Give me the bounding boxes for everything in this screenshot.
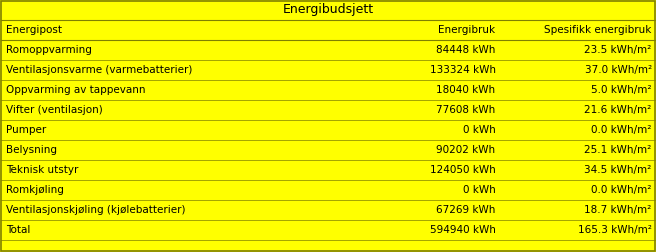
Text: 5.0 kWh/m²: 5.0 kWh/m² bbox=[591, 85, 651, 95]
Text: 25.1 kWh/m²: 25.1 kWh/m² bbox=[584, 145, 651, 155]
Text: Ventilasjonsvarme (varmebatterier): Ventilasjonsvarme (varmebatterier) bbox=[6, 65, 192, 75]
Text: 133324 kWh: 133324 kWh bbox=[430, 65, 495, 75]
Text: 0 kWh: 0 kWh bbox=[463, 185, 495, 195]
Text: 124050 kWh: 124050 kWh bbox=[430, 165, 495, 175]
Text: Ventilasjonskjøling (kjølebatterier): Ventilasjonskjøling (kjølebatterier) bbox=[6, 205, 185, 215]
Text: Spesifikk energibruk: Spesifikk energibruk bbox=[544, 25, 651, 35]
Text: 165.3 kWh/m²: 165.3 kWh/m² bbox=[578, 225, 651, 235]
Text: 594940 kWh: 594940 kWh bbox=[430, 225, 495, 235]
Text: Belysning: Belysning bbox=[6, 145, 56, 155]
Text: Total: Total bbox=[6, 225, 30, 235]
Text: Romkjøling: Romkjøling bbox=[6, 185, 64, 195]
Text: 67269 kWh: 67269 kWh bbox=[436, 205, 495, 215]
Text: Energibudsjett: Energibudsjett bbox=[283, 4, 373, 16]
Text: Vifter (ventilasjon): Vifter (ventilasjon) bbox=[6, 105, 102, 115]
Text: 37.0 kWh/m²: 37.0 kWh/m² bbox=[584, 65, 651, 75]
Text: 0.0 kWh/m²: 0.0 kWh/m² bbox=[591, 185, 651, 195]
Text: Oppvarming av tappevann: Oppvarming av tappevann bbox=[6, 85, 145, 95]
Text: 34.5 kWh/m²: 34.5 kWh/m² bbox=[584, 165, 651, 175]
Text: 21.6 kWh/m²: 21.6 kWh/m² bbox=[584, 105, 651, 115]
Text: 23.5 kWh/m²: 23.5 kWh/m² bbox=[584, 45, 651, 55]
Text: 77608 kWh: 77608 kWh bbox=[436, 105, 495, 115]
Text: 18040 kWh: 18040 kWh bbox=[436, 85, 495, 95]
Text: 90202 kWh: 90202 kWh bbox=[436, 145, 495, 155]
Text: 84448 kWh: 84448 kWh bbox=[436, 45, 495, 55]
Text: Teknisk utstyr: Teknisk utstyr bbox=[6, 165, 78, 175]
Text: 0.0 kWh/m²: 0.0 kWh/m² bbox=[591, 125, 651, 135]
Text: Energibruk: Energibruk bbox=[438, 25, 495, 35]
Text: 18.7 kWh/m²: 18.7 kWh/m² bbox=[584, 205, 651, 215]
Text: Romoppvarming: Romoppvarming bbox=[6, 45, 91, 55]
Text: 0 kWh: 0 kWh bbox=[463, 125, 495, 135]
Text: Energipost: Energipost bbox=[6, 25, 62, 35]
Text: Pumper: Pumper bbox=[6, 125, 46, 135]
